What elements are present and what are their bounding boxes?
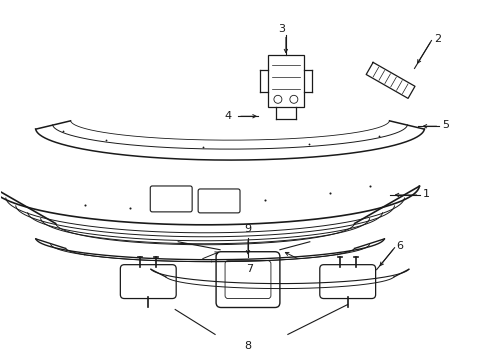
Circle shape <box>273 95 281 103</box>
FancyBboxPatch shape <box>216 252 279 307</box>
Text: 3: 3 <box>278 24 285 33</box>
Text: 7: 7 <box>246 264 253 274</box>
Bar <box>267 55 303 107</box>
Text: 4: 4 <box>224 111 232 121</box>
FancyBboxPatch shape <box>224 261 270 298</box>
Circle shape <box>289 95 297 103</box>
Text: 5: 5 <box>442 120 448 130</box>
FancyBboxPatch shape <box>120 265 176 298</box>
Text: 6: 6 <box>396 241 403 251</box>
Text: 9: 9 <box>244 224 251 234</box>
Text: 2: 2 <box>433 33 441 44</box>
FancyBboxPatch shape <box>150 186 192 212</box>
FancyBboxPatch shape <box>198 189 240 213</box>
FancyBboxPatch shape <box>319 265 375 298</box>
Text: 8: 8 <box>244 341 251 351</box>
Text: 1: 1 <box>422 189 428 199</box>
